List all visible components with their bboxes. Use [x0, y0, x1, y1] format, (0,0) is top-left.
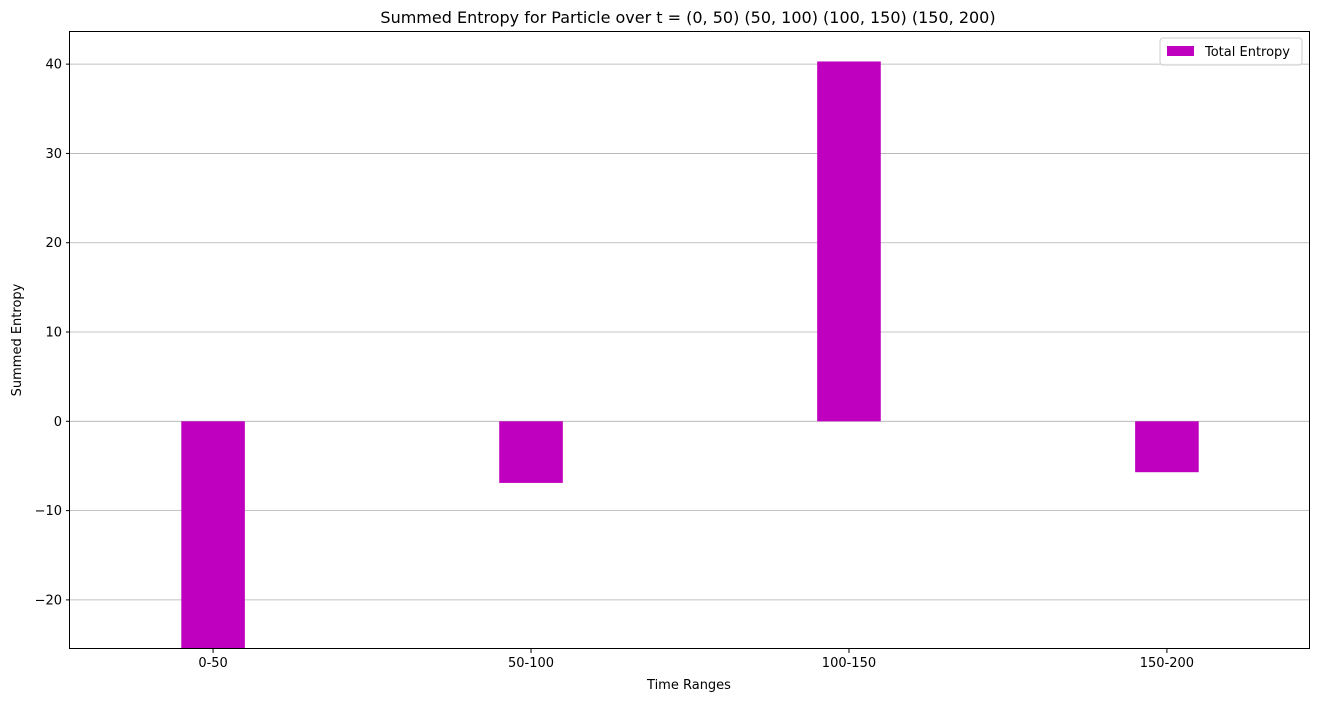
bar-0-50: [181, 421, 245, 649]
x-tick-label: 0-50: [198, 656, 228, 671]
legend: Total Entropy: [1159, 37, 1303, 66]
y-tick-label: 10: [45, 326, 62, 341]
y-tick-label: 30: [45, 147, 62, 162]
y-tick-label: −10: [35, 504, 62, 519]
gridlines: [70, 63, 1310, 601]
axes: [69, 31, 1310, 649]
x-tick-label: 150-200: [1140, 656, 1194, 671]
y-axis-ticks: −20 −10 0 10 20 30 40: [35, 58, 70, 608]
y-tick-label: 20: [45, 236, 62, 251]
bars: [181, 61, 1199, 649]
legend-swatch: [1167, 46, 1194, 56]
legend-frame: [1159, 37, 1303, 66]
legend-label: Total Entropy: [1204, 45, 1290, 60]
y-axis-label: Summed Entropy: [10, 283, 25, 396]
plot-frame: [69, 31, 1310, 649]
x-tick-label: 100-150: [822, 656, 876, 671]
y-tick-label: 40: [45, 58, 62, 73]
x-axis-ticks: 0-50 50-100 100-150 150-200: [198, 649, 1194, 671]
bar-150-200: [1135, 421, 1199, 473]
chart-title: Summed Entropy for Particle over t = (0,…: [380, 8, 995, 27]
bar-100-150: [817, 61, 881, 422]
bar-50-100: [499, 421, 563, 483]
y-tick-label: −20: [35, 593, 62, 608]
x-axis-label: Time Ranges: [646, 678, 731, 693]
y-tick-label: 0: [54, 415, 62, 430]
x-tick-label: 50-100: [508, 656, 554, 671]
